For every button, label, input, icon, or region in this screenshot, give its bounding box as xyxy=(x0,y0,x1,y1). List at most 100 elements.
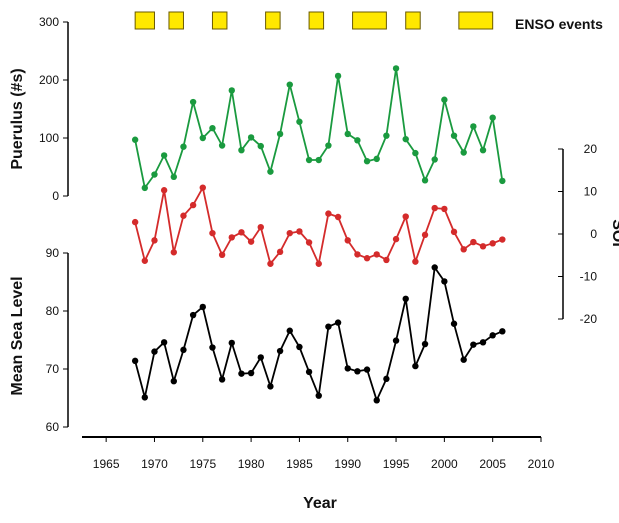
puerulus-series-point xyxy=(441,96,448,103)
msl-series-point xyxy=(363,366,371,373)
soi-series-point xyxy=(431,204,438,212)
puerulus-tick-label: 300 xyxy=(39,15,59,29)
msl-series-point xyxy=(470,341,477,348)
soi-series-point xyxy=(315,260,322,267)
x-tick-label: 1965 xyxy=(93,457,120,471)
soi-series-point xyxy=(228,234,235,241)
puerulus-series-point xyxy=(383,132,390,139)
soi-series-point xyxy=(499,236,506,243)
puerulus-series-point xyxy=(334,72,342,80)
puerulus-series-point xyxy=(412,149,419,157)
puerulus-series-point xyxy=(470,123,477,130)
soi-series-point xyxy=(305,239,313,246)
msl-series-line xyxy=(134,266,503,402)
x-tick-label: 1975 xyxy=(189,457,216,471)
soi-series-point xyxy=(238,229,245,236)
soi-series-point xyxy=(141,257,149,264)
msl-series-point xyxy=(276,347,284,355)
puerulus-series-point xyxy=(315,156,322,164)
msl-series-point xyxy=(344,365,351,372)
msl-series-point xyxy=(151,348,158,355)
x-axis-title: Year xyxy=(303,495,337,512)
puerulus-series-line xyxy=(134,67,504,189)
msl-axis-title: Mean Sea Level xyxy=(9,276,26,395)
soi-series-point xyxy=(421,231,429,239)
enso-legend-label: ENSO events xyxy=(515,16,603,32)
puerulus-series-point xyxy=(286,81,293,88)
msl-series-point xyxy=(383,375,390,383)
puerulus-series-point xyxy=(209,124,216,132)
soi-series-point xyxy=(209,229,216,237)
msl-series-point xyxy=(238,370,245,377)
msl-series-point xyxy=(209,344,216,351)
puerulus-series-point xyxy=(392,65,400,72)
enso-event-box xyxy=(352,11,387,30)
msl-series-point xyxy=(479,339,487,346)
soi-series-point xyxy=(286,229,293,237)
msl-tick-label: 60 xyxy=(46,420,60,434)
soi-series-point xyxy=(441,205,448,213)
puerulus-series-point xyxy=(450,132,458,139)
msl-series-point xyxy=(315,392,322,399)
soi-tick-label: -20 xyxy=(580,312,598,326)
soi-series-point xyxy=(325,210,332,217)
msl-series-point xyxy=(228,339,235,347)
soi-series-point xyxy=(131,218,139,226)
msl-series-point xyxy=(325,323,332,330)
msl-series-point xyxy=(392,337,400,344)
msl-series-point xyxy=(460,356,467,363)
puerulus-series-point xyxy=(431,156,438,163)
msl-series-point xyxy=(170,377,177,385)
puerulus-series-point xyxy=(354,137,361,144)
puerulus-series-point xyxy=(363,158,371,165)
puerulus-series-point xyxy=(325,142,332,149)
soi-series-point xyxy=(354,251,361,258)
msl-series-point xyxy=(180,346,187,354)
msl-series-point xyxy=(421,340,429,348)
soi-series-point xyxy=(344,237,351,244)
soi-series-point xyxy=(151,237,158,244)
soi-series-point xyxy=(373,251,380,258)
puerulus-series-point xyxy=(257,142,264,150)
soi-series-point xyxy=(170,249,177,256)
enso-event-box xyxy=(134,11,155,30)
puerulus-series-point xyxy=(151,171,158,178)
puerulus-series-point xyxy=(305,156,313,164)
soi-series-point xyxy=(412,258,419,265)
soi-series-point xyxy=(479,243,487,250)
msl-series-point xyxy=(499,328,506,335)
enso-event-box xyxy=(265,11,281,30)
series xyxy=(131,65,506,404)
msl-series-point xyxy=(286,327,293,334)
puerulus-tick-label: 0 xyxy=(52,189,59,203)
puerulus-axis-title: Puerulus (#s) xyxy=(9,68,26,169)
x-tick-label: 1990 xyxy=(334,457,361,471)
x-tick-label: 1995 xyxy=(383,457,410,471)
puerulus-series-point xyxy=(247,134,255,141)
msl-series-point xyxy=(218,376,226,383)
puerulus-series-point xyxy=(479,146,487,154)
puerulus-series-point xyxy=(131,136,139,143)
enso-event-box xyxy=(308,11,325,30)
puerulus-series-point xyxy=(344,130,351,138)
msl-series-point xyxy=(199,303,206,311)
x-tick-label: 2000 xyxy=(431,457,458,471)
soi-series-point xyxy=(450,228,458,236)
puerulus-series-point xyxy=(189,98,197,106)
puerulus-series-point xyxy=(421,177,429,184)
puerulus-series-point xyxy=(276,130,284,138)
puerulus-series-point xyxy=(160,152,168,159)
puerulus-series-point xyxy=(373,155,380,163)
enso-event-box xyxy=(211,11,228,30)
puerulus-series-point xyxy=(180,143,187,150)
soi-series-point xyxy=(218,251,226,259)
puerulus-series-point xyxy=(228,87,235,94)
msl-series-point xyxy=(373,397,380,404)
msl-series-point xyxy=(296,343,303,351)
puerulus-series-point xyxy=(170,173,177,181)
soi-series-point xyxy=(363,255,371,262)
enso-legend: ENSO events xyxy=(134,11,603,32)
soi-series-point xyxy=(489,240,496,247)
